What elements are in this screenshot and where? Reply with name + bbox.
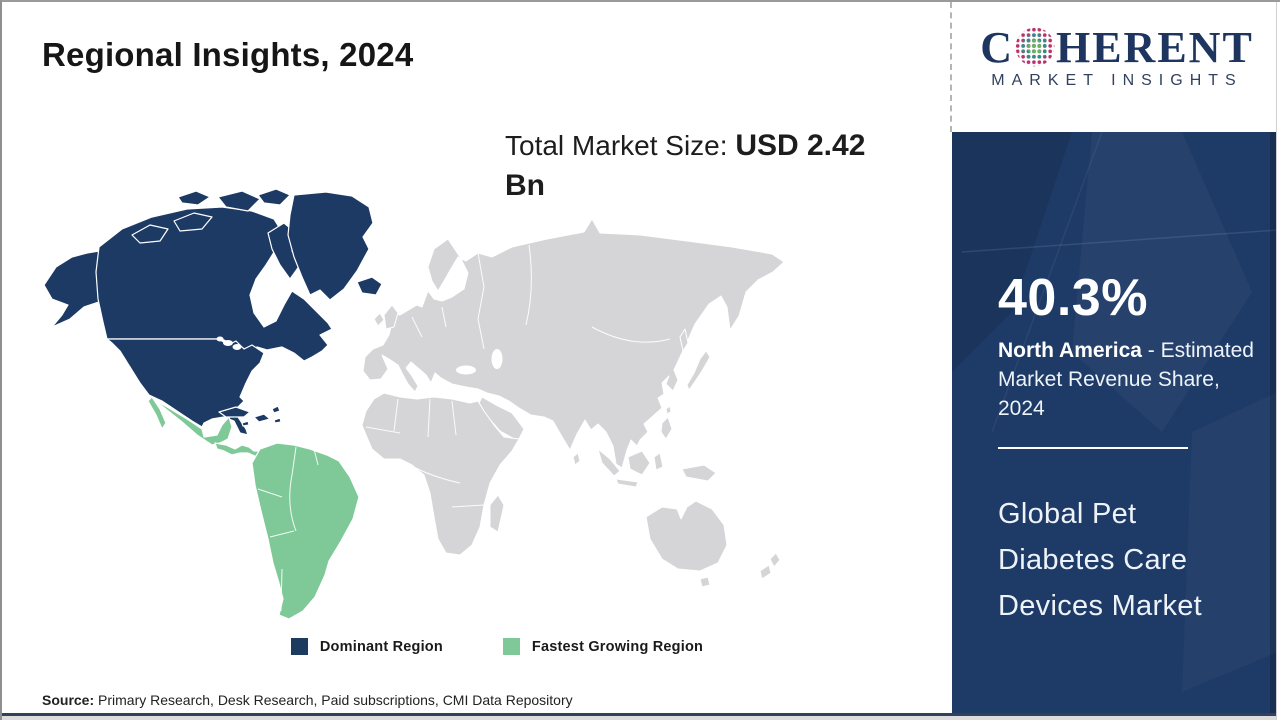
market-share-region: North America <box>998 339 1142 362</box>
country-borders <box>365 244 671 508</box>
right-border <box>1276 2 1280 720</box>
map-region-iceland <box>356 276 383 296</box>
source-text: Primary Research, Desk Research, Paid su… <box>94 692 573 708</box>
caspian-sea <box>491 349 503 369</box>
great-lakes <box>232 344 242 350</box>
map-region-ireland <box>373 312 385 327</box>
map-region-japan <box>686 350 711 391</box>
fastest-growing-region-swatch <box>502 638 520 655</box>
map-region-australia <box>645 500 728 572</box>
map-region-philippines <box>660 416 673 440</box>
market-share-value: 40.3% <box>998 269 1148 327</box>
source-note: Source: Primary Research, Desk Research,… <box>42 692 573 708</box>
map-region-mexico <box>148 396 233 446</box>
map-region-madagascar <box>489 494 505 533</box>
map-region-java <box>615 478 639 488</box>
brand-logo: C HERENT MARKET INSIGHTS <box>950 2 1280 132</box>
brand-prefix: C <box>980 23 1014 72</box>
world-map <box>32 187 942 637</box>
great-lakes <box>223 340 233 346</box>
page-title: Regional Insights, 2024 <box>42 36 414 73</box>
map-region-greenland <box>287 191 374 301</box>
map-legend: Dominant Region Fastest Growing Region <box>42 638 952 655</box>
map-region-eurasia <box>362 218 785 469</box>
dominant-region-label: Dominant Region <box>319 638 443 655</box>
total-market-size: Total Market Size: USD 2.42 Bn <box>505 126 897 206</box>
map-region-tasmania <box>699 576 711 588</box>
map-region-uk <box>383 304 399 330</box>
world-map-svg <box>43 188 785 620</box>
bottom-border-light <box>2 716 1280 720</box>
map-region-africa <box>361 392 520 556</box>
sidebar-edge-shade <box>1270 132 1278 716</box>
brand-suffix: HERENT <box>1055 23 1254 72</box>
map-region-newguinea <box>681 464 717 482</box>
bottom-border-dark <box>2 713 1280 716</box>
market-share-caption: - Estimated Market Revenue Share, 2024 <box>998 339 1254 420</box>
map-region-caribbean <box>218 405 282 427</box>
map-region-south-america <box>251 442 360 620</box>
map-region-sakhalin <box>679 328 689 352</box>
great-lakes <box>216 336 224 342</box>
map-region-arctic-islands <box>131 188 301 280</box>
map-region-taiwan <box>665 405 672 415</box>
market-name: Global Pet Diabetes Care Devices Market <box>998 498 1203 622</box>
map-region-sumatra <box>597 448 621 477</box>
map-region-baja <box>147 396 167 430</box>
fastest-growing-region-label: Fastest Growing Region <box>531 638 704 655</box>
sidebar-divider <box>998 447 1188 449</box>
brand-wordmark: C HERENT <box>952 26 1280 70</box>
source-label: Source: <box>42 692 95 708</box>
map-region-borneo <box>627 450 651 476</box>
map-region-central-america <box>214 442 261 458</box>
map-region-alaska <box>43 250 100 328</box>
latam-country-borders <box>257 446 319 612</box>
stats-sidebar: 40.3% North America - Estimated Market R… <box>952 132 1278 716</box>
map-region-new-zealand <box>759 552 781 580</box>
dominant-region-swatch <box>290 638 308 655</box>
map-region-sulawesi <box>653 452 664 471</box>
brand-tagline: MARKET INSIGHTS <box>991 72 1243 89</box>
globe-dots-icon <box>1015 27 1055 67</box>
market-share-description: North America - Estimated Market Revenue… <box>998 336 1266 423</box>
map-region-srilanka <box>572 452 581 466</box>
total-market-size-value: USD 2.42 Bn <box>505 129 866 202</box>
legend-item-fastest: Fastest Growing Region <box>502 638 704 655</box>
legend-item-dominant: Dominant Region <box>290 638 443 655</box>
black-sea <box>456 365 476 375</box>
total-market-size-label: Total Market Size: <box>505 130 736 161</box>
